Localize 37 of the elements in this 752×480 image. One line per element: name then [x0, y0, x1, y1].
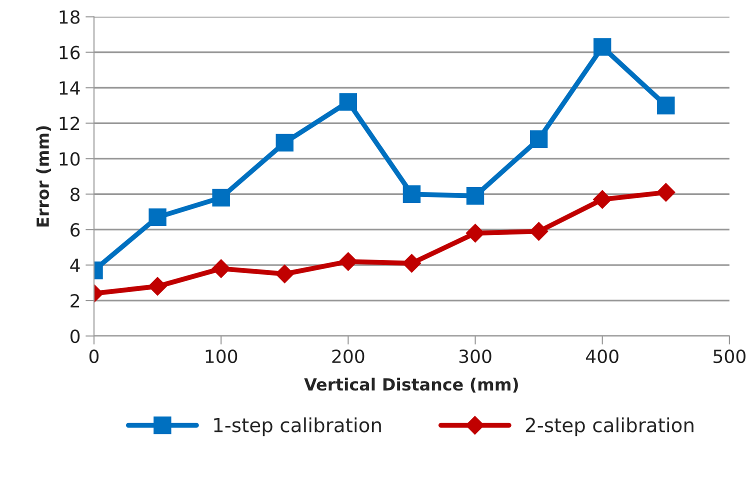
point: [212, 188, 230, 207]
y-tick-label: 8: [70, 188, 80, 202]
point: [529, 222, 548, 241]
point: [657, 96, 675, 114]
point: [275, 264, 294, 284]
point: [338, 252, 358, 271]
point: [594, 38, 612, 56]
point: [339, 93, 358, 111]
legend-label: 2-step calibration: [526, 417, 694, 436]
x-tick-label: 100: [206, 350, 238, 364]
x-tick-label: 500: [714, 350, 746, 364]
x-axis-title: Vertical Distance (mm): [304, 378, 518, 393]
y-tick-label: 6: [70, 223, 80, 237]
y-tick-label: 18: [60, 10, 80, 24]
point: [466, 187, 484, 205]
x-tick-label: 300: [459, 350, 492, 364]
y-tick-label: 10: [60, 152, 80, 166]
x-tick-label: 200: [332, 350, 364, 364]
x-tick-label: 400: [586, 350, 618, 364]
point: [276, 134, 294, 152]
point: [148, 276, 167, 296]
y-tick-label: 14: [60, 81, 80, 95]
y-tick-label: 2: [70, 294, 79, 308]
y-tick-label: 0: [70, 329, 80, 344]
point: [148, 208, 166, 226]
legend-label: 1-step calibration: [214, 417, 381, 436]
point: [212, 259, 230, 278]
point: [466, 224, 485, 243]
y-tick-label: 12: [60, 116, 79, 130]
point: [530, 130, 548, 148]
point: [656, 183, 676, 202]
point: [592, 190, 612, 209]
y-tick-label: 4: [70, 258, 80, 272]
y-axis-title: Error (mm): [36, 126, 52, 226]
point: [402, 185, 421, 203]
y-tick-label: 16: [60, 46, 80, 60]
x-tick-label: 0: [89, 350, 99, 364]
